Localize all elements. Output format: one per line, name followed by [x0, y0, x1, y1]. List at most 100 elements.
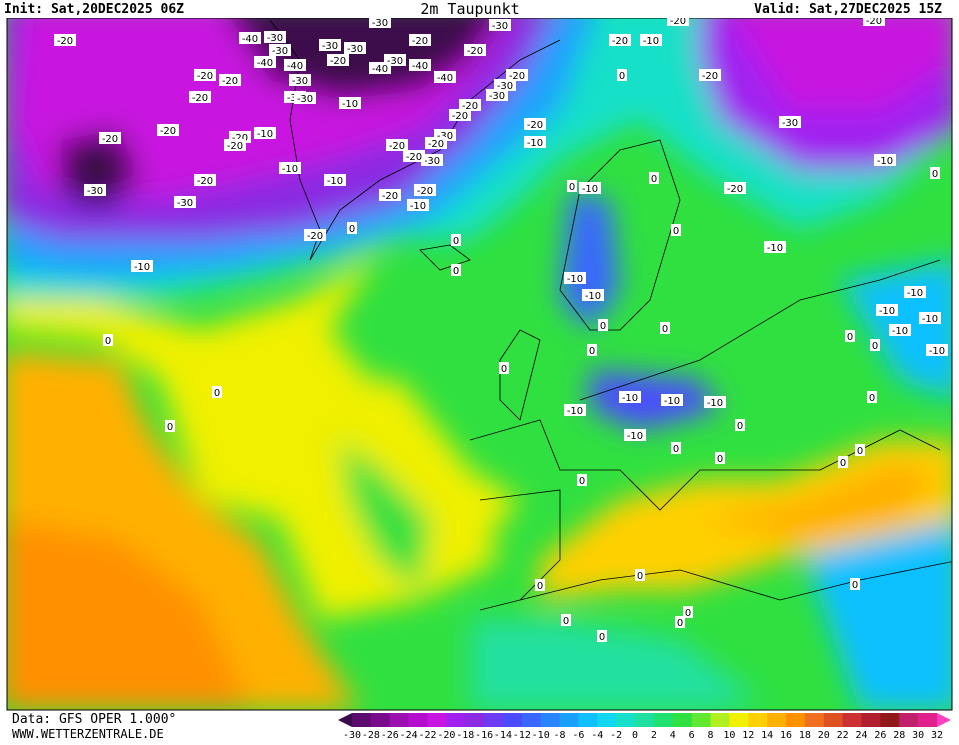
colorbar-tick-label: 30: [912, 730, 924, 741]
colorbar-swatch: [672, 713, 693, 727]
contour-label-box: [635, 569, 645, 581]
contour-label: -20: [382, 191, 398, 202]
contour-label: -10: [567, 406, 583, 417]
colorbar-tick-label: 22: [837, 730, 849, 741]
colorbar-tick-label: 32: [931, 730, 943, 741]
colorbar-swatch: [691, 713, 712, 727]
contour-label: -20: [428, 139, 444, 150]
colorbar-tick-label: 0: [632, 730, 638, 741]
contour-label: -10: [767, 243, 783, 254]
contour-label-box: [84, 184, 106, 196]
contour-label-box: [239, 32, 261, 44]
contour-label-box: [165, 420, 175, 432]
contour-label-box: [194, 174, 216, 186]
contour-label: 0: [105, 336, 111, 347]
colorbar-arrow: [936, 713, 951, 727]
contour-label: -10: [922, 314, 938, 325]
contour-label-box: [524, 136, 546, 148]
contour-label-box: [919, 312, 941, 324]
contour-label: 0: [651, 174, 657, 185]
contour-label: -10: [929, 346, 945, 357]
contour-label-box: [219, 74, 241, 86]
contour-label-box: [103, 334, 113, 346]
contour-label: -20: [232, 133, 248, 144]
colorbar-tick-label: 18: [799, 730, 811, 741]
contour-label-box: [409, 34, 431, 46]
contour-label: -20: [406, 152, 422, 163]
colorbar-swatch: [370, 713, 391, 727]
colorbar-swatch: [861, 713, 881, 727]
contour-label-box: [379, 189, 401, 201]
contour-label: -30: [492, 21, 508, 32]
contour-label: 0: [589, 346, 595, 357]
contour-label-box: [324, 174, 346, 186]
contour-label-box: [671, 224, 681, 236]
contour-label: 0: [501, 364, 507, 375]
colorbar-swatch: [427, 713, 447, 727]
contour-label-box: [464, 44, 486, 56]
contour-label-box: [494, 79, 516, 91]
colorbar-tick-label: 28: [893, 730, 905, 741]
contour-label: -30: [424, 156, 440, 167]
contour-label: -10: [527, 138, 543, 149]
contour-label-box: [421, 154, 443, 166]
contour-label: 0: [600, 321, 606, 332]
contour-label-box: [339, 97, 361, 109]
contour-label: 0: [932, 169, 938, 180]
contour-label: 0: [637, 571, 643, 582]
contour-label-box: [619, 391, 641, 403]
contour-label: -10: [643, 36, 659, 47]
contour-label: -30: [372, 18, 388, 29]
colorbar-swatch: [502, 713, 523, 727]
contour-label: -10: [879, 306, 895, 317]
colorbar-swatch: [653, 713, 674, 727]
contour-label: 0: [852, 580, 858, 591]
contour-label-box: [640, 34, 662, 46]
colorbar-tick-label: -16: [475, 730, 493, 741]
contour-label: -20: [452, 111, 468, 122]
contour-label: -20: [222, 76, 238, 87]
contour-label-box: [407, 199, 429, 211]
contour-label-box: [174, 196, 196, 208]
contour-label: -10: [327, 176, 343, 187]
colorbar-swatch: [804, 713, 825, 727]
contour-label: 0: [737, 421, 743, 432]
colorbar-swatch: [465, 713, 485, 727]
contour-label-box: [489, 19, 511, 31]
contour-label-box: [304, 229, 326, 241]
contour-label-box: [735, 419, 745, 431]
contour-label-box: [157, 124, 179, 136]
colorbar-tick-label: 20: [818, 730, 830, 741]
contour-label-box: [254, 127, 276, 139]
contour-label: 0: [453, 236, 459, 247]
contour-label: -30: [272, 46, 288, 57]
colorbar-tick-label: -18: [456, 730, 474, 741]
contour-label-box: [449, 109, 471, 121]
colorbar-tick-label: -28: [362, 730, 380, 741]
contour-label-box: [254, 56, 276, 68]
init-time: Init: Sat,20DEC2025 06Z: [4, 2, 184, 17]
contour-label-box: [499, 362, 509, 374]
contour-label: 0: [673, 226, 679, 237]
colorbar-swatch: [767, 713, 787, 727]
contour-label: -20: [527, 120, 543, 131]
contour-label: -20: [412, 36, 428, 47]
contour-label-box: [279, 162, 301, 174]
contour-label: -20: [417, 186, 433, 197]
contour-label-box: [598, 319, 608, 331]
contour-label-box: [269, 44, 291, 56]
contour-label-box: [579, 182, 601, 194]
contour-label: -30: [267, 33, 283, 44]
colorbar-tick-label: 10: [723, 730, 735, 741]
contour-label: -40: [257, 58, 273, 69]
contour-label-box: [609, 34, 631, 46]
colorbar-swatch: [578, 713, 598, 727]
contour-label: -30: [347, 44, 363, 55]
contour-label-box: [699, 69, 721, 81]
contour-label: -30: [177, 198, 193, 209]
contour-label: -30: [322, 41, 338, 52]
contour-label: 0: [453, 266, 459, 277]
contour-label-box: [414, 184, 436, 196]
contour-label-box: [289, 74, 311, 86]
contour-label-box: [564, 272, 586, 284]
